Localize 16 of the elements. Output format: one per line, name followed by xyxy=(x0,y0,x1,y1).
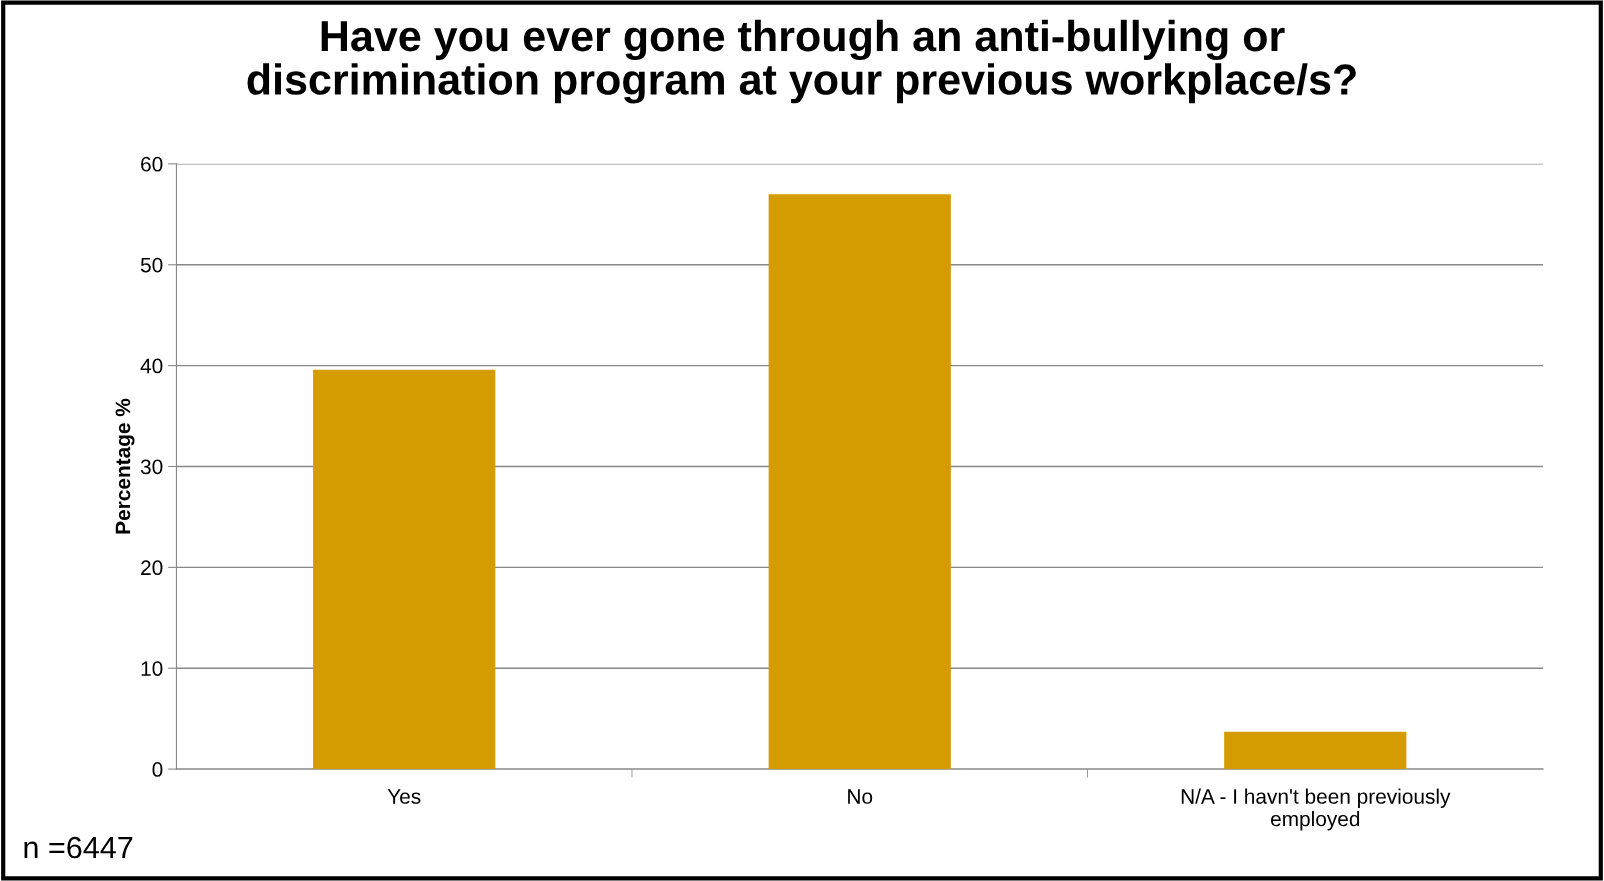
y-tick-label: 30 xyxy=(140,459,163,475)
x-tick-label: Yes xyxy=(387,789,421,804)
y-axis-title: Percentage % xyxy=(115,398,135,534)
bar xyxy=(313,369,496,770)
x-tick-label: N/A - I havn't been previously employed xyxy=(1181,788,1451,831)
x-tick-label: No xyxy=(848,789,873,804)
bar xyxy=(768,194,951,770)
y-tick-label: 10 xyxy=(141,661,163,676)
chart-title: Have you ever gone through an anti-bullying or discrimination program at your previous workplace/s? xyxy=(247,19,1356,104)
y-tick-label: 20 xyxy=(141,560,163,576)
y-tick-label: 40 xyxy=(140,358,163,374)
bar xyxy=(1224,731,1407,770)
y-tick-label: 0 xyxy=(152,762,163,777)
y-tick-label: 60 xyxy=(141,156,163,172)
y-tick-label: 50 xyxy=(140,257,163,273)
text: n =6447 xyxy=(24,836,133,859)
